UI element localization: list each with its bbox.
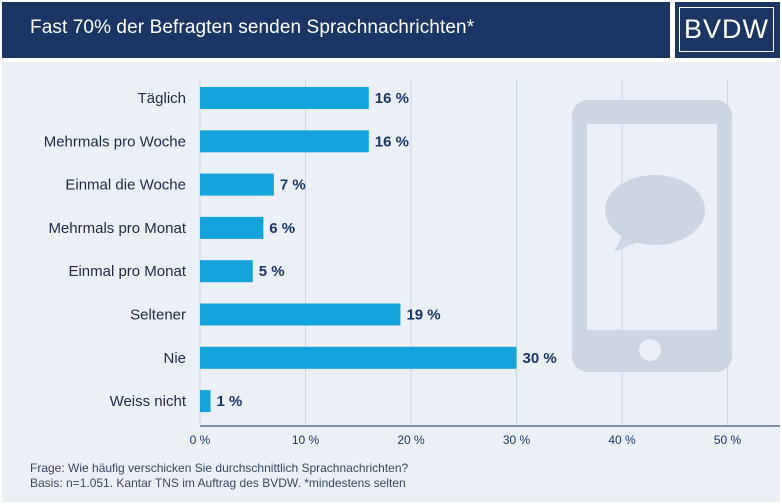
category-label: Täglich (138, 90, 186, 107)
bar (200, 130, 369, 153)
value-label: 30 % (523, 350, 557, 367)
x-tick-label: 0 % (190, 433, 211, 447)
category-label: Mehrmals pro Monat (48, 220, 186, 237)
x-tick-label: 40 % (608, 433, 636, 447)
category-label: Seltener (130, 307, 186, 324)
x-tick-label: 10 % (292, 433, 320, 447)
value-label: 5 % (259, 263, 285, 280)
bar-chart: Täglich Mehrmals pro Woche Einmal die Woch… (44, 80, 780, 447)
smartphone-icon (572, 100, 732, 372)
value-label: 16 % (375, 90, 409, 107)
value-label: 19 % (406, 307, 440, 324)
bar (200, 260, 253, 283)
footnote: Frage: Wie häufig verschicken Sie durchs… (30, 461, 408, 491)
category-label: Einmal die Woche (65, 177, 186, 194)
bar (200, 87, 369, 109)
value-labels: 16 % 16 % 7 % 6 % 5 % 19 % 30 % 1 % (217, 90, 557, 410)
value-label: 16 % (375, 133, 409, 150)
bar (200, 303, 401, 326)
category-label: Einmal pro Monat (68, 263, 186, 280)
bar (200, 173, 274, 196)
chart-title: Fast 70% der Befragten senden Sprachnach… (30, 17, 475, 38)
value-label: 6 % (269, 220, 295, 237)
category-labels: Täglich Mehrmals pro Woche Einmal die Woch… (44, 90, 187, 410)
speech-bubble-icon (605, 175, 705, 252)
logo-frame: BVDW (679, 7, 774, 52)
category-label: Nie (163, 350, 186, 367)
bar (200, 216, 264, 239)
bars (200, 87, 517, 413)
footnote-basis: Basis: n=1.051. Kantar TNS im Auftrag de… (30, 476, 406, 490)
value-label: 1 % (217, 393, 243, 410)
bar (200, 346, 517, 369)
chart-panel: Täglich Mehrmals pro Woche Einmal die Woch… (2, 62, 780, 502)
value-label: 7 % (280, 177, 306, 194)
footnote-question: Frage: Wie häufig verschicken Sie durchs… (30, 461, 409, 475)
bvdw-logo: BVDW (675, 2, 780, 58)
x-tick-label: 20 % (397, 433, 425, 447)
logo-text: BVDW (684, 14, 769, 44)
x-tick-label: 50 % (714, 433, 742, 447)
category-label: Weiss nicht (110, 393, 187, 410)
header-bar: Fast 70% der Befragten senden Sprachnach… (2, 2, 670, 58)
bar (200, 390, 211, 413)
x-tick-label: 30 % (503, 433, 531, 447)
category-label: Mehrmals pro Woche (44, 133, 186, 150)
x-axis-ticks: 0 % 10 % 20 % 30 % 40 % 50 % (190, 433, 742, 447)
